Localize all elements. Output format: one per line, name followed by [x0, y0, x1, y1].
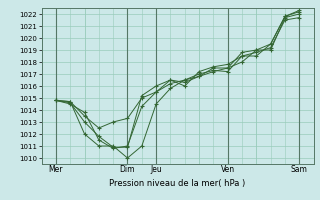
X-axis label: Pression niveau de la mer( hPa ): Pression niveau de la mer( hPa )	[109, 179, 246, 188]
